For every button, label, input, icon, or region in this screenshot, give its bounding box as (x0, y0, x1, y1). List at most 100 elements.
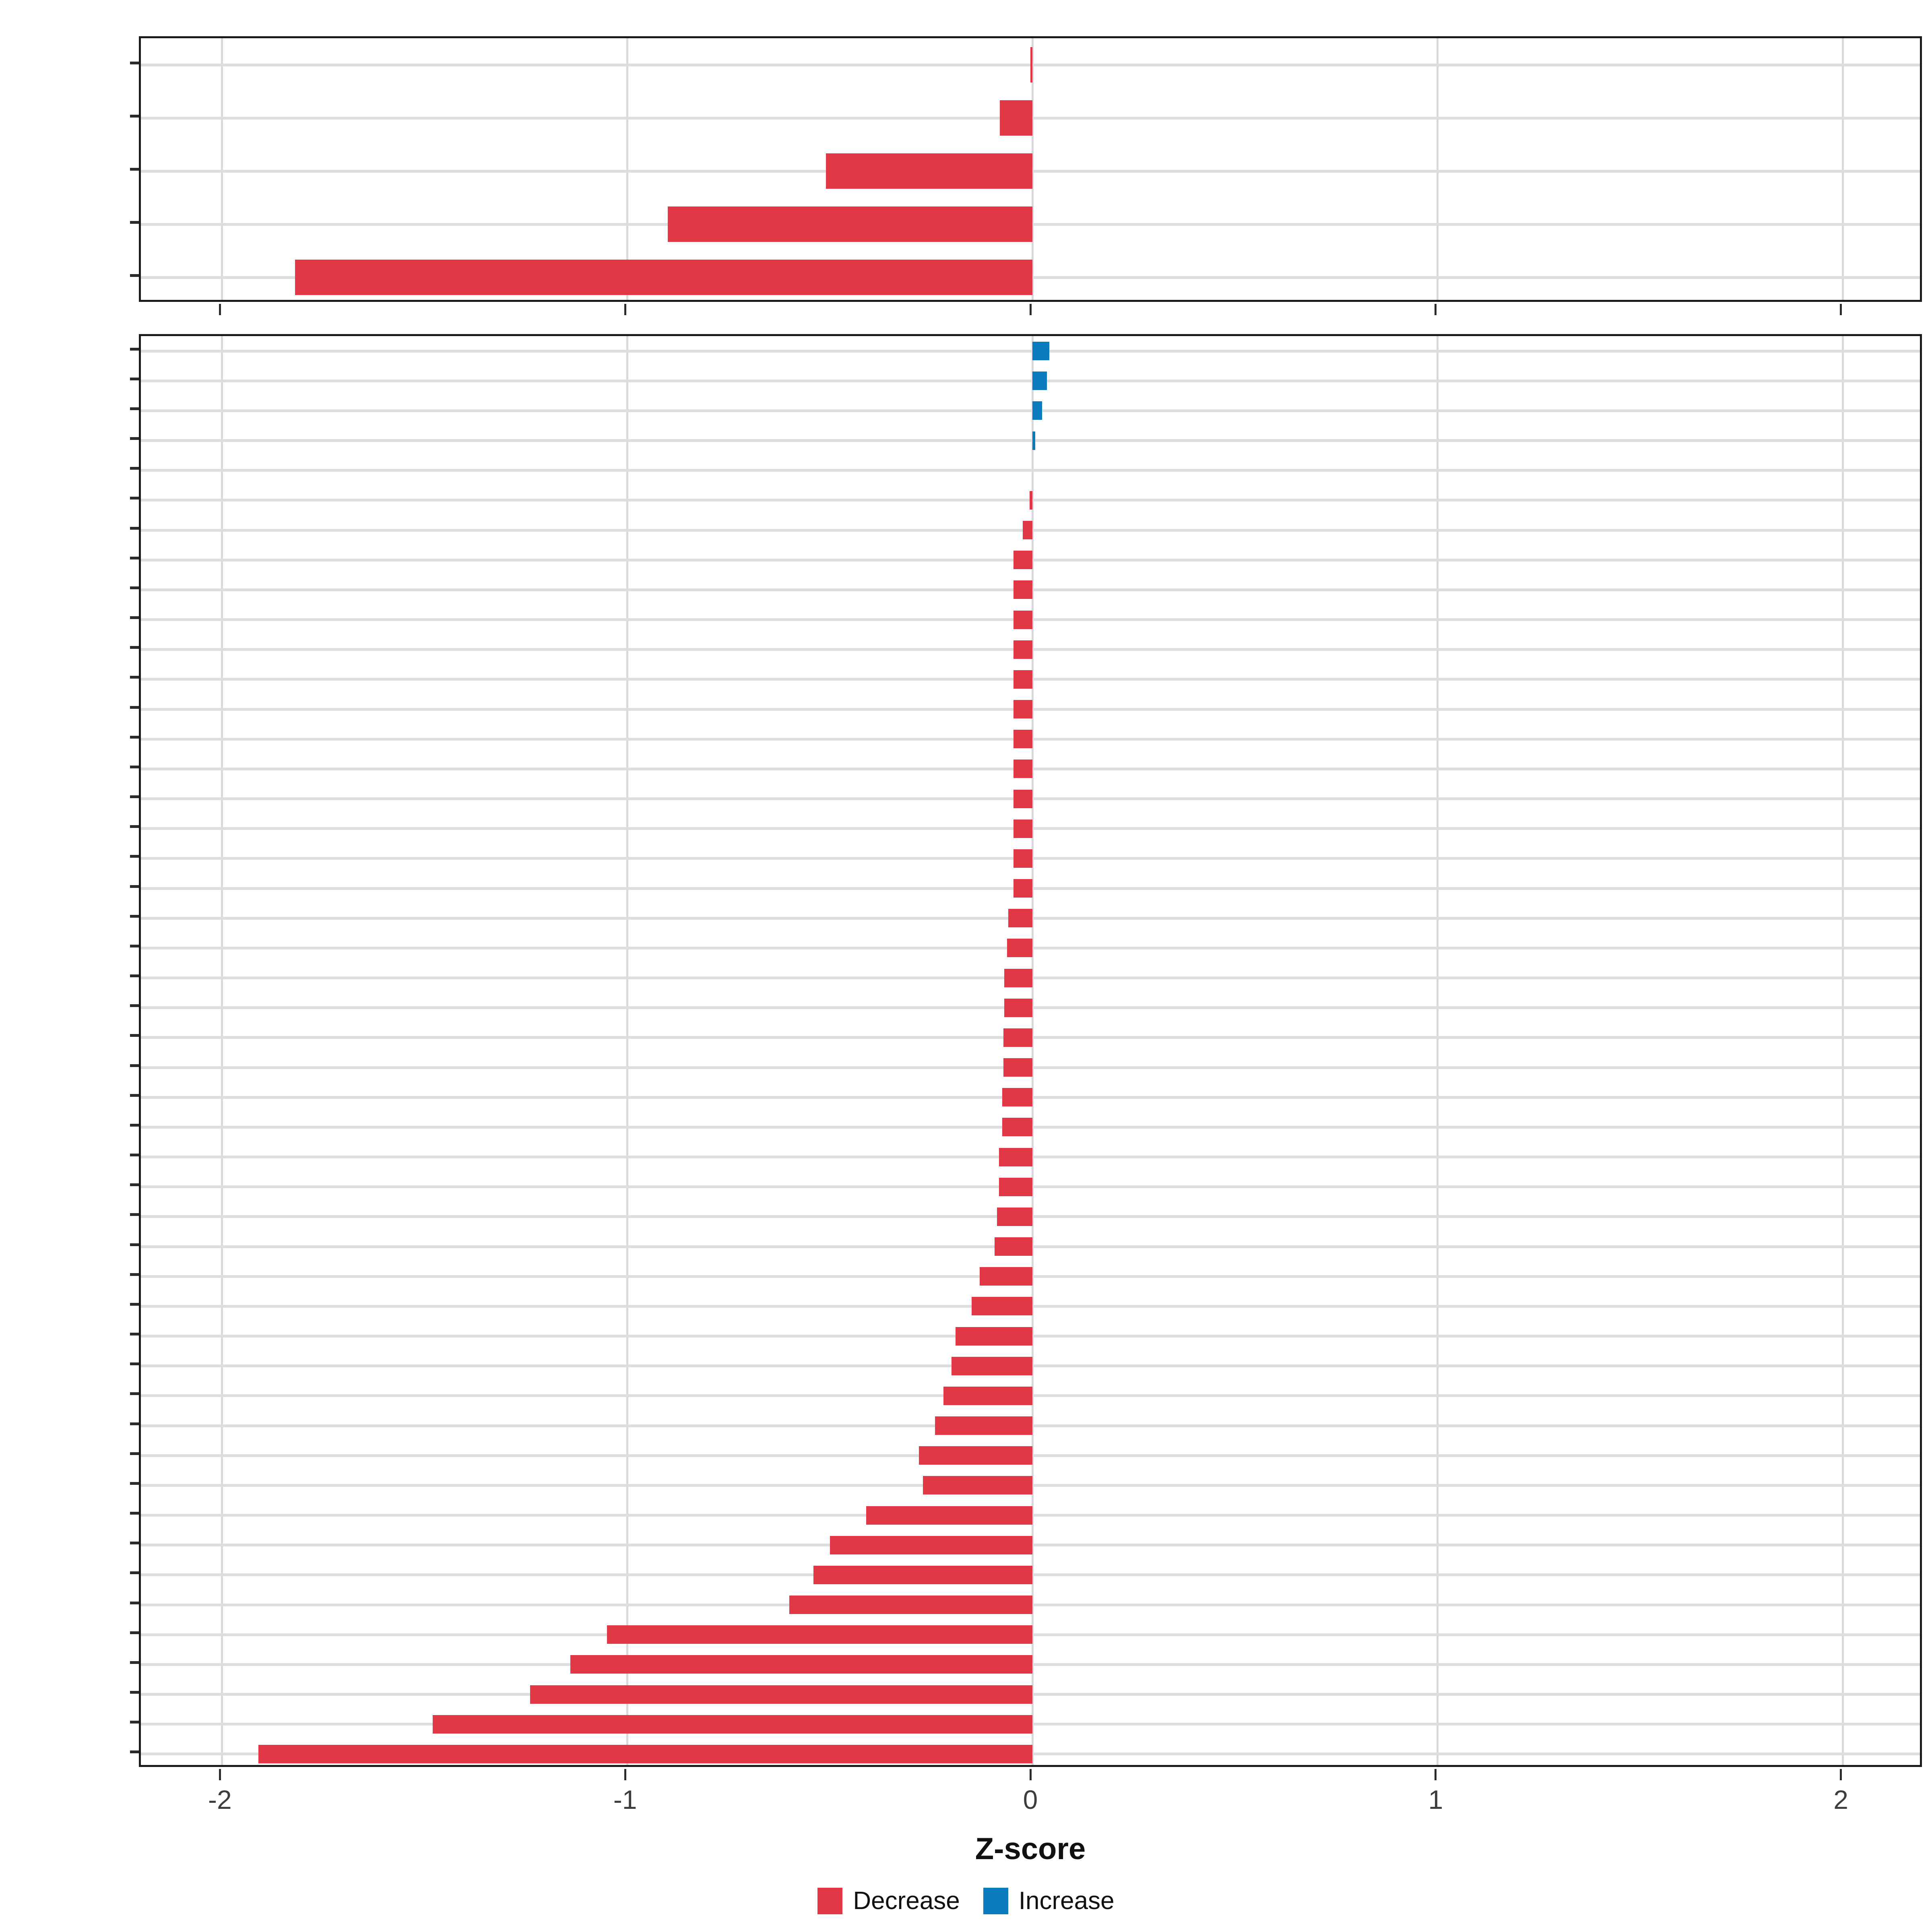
y-axis-tick (130, 497, 139, 500)
bar-GT4 (607, 1625, 1032, 1644)
y-axis-tick (130, 795, 139, 799)
y-axis-tick (130, 114, 139, 118)
bar-CE10 (1013, 879, 1032, 898)
gridline-horizontal (141, 349, 1920, 353)
bar-PL12 (1008, 909, 1032, 928)
y-axis-tick (130, 1094, 139, 1097)
bar-GT10 (866, 1506, 1032, 1525)
y-axis-tick (130, 1243, 139, 1246)
y-axis-tick (130, 974, 139, 978)
bar-GH95 (935, 1416, 1032, 1435)
bar-GH30 (999, 1148, 1032, 1166)
bar-GH18 (1013, 730, 1032, 749)
y-axis-tick (130, 467, 139, 470)
y-axis-tick (130, 1333, 139, 1336)
y-axis-tick (130, 1273, 139, 1276)
bar-GT9 (1013, 580, 1032, 599)
bar-GH31 (1032, 342, 1050, 361)
bar-CE1 (1003, 1058, 1032, 1077)
y-axis-tick (130, 1422, 139, 1425)
y-axis-tick (130, 825, 139, 828)
y-axis-tick (130, 1123, 139, 1127)
x-axis-tick (624, 1769, 626, 1780)
y-axis-tick (130, 885, 139, 888)
bar-GT36 (1013, 610, 1032, 629)
y-axis-tick (130, 1571, 139, 1575)
x-axis-tick (1840, 1769, 1842, 1780)
bar-GH65 (951, 1356, 1032, 1375)
y-axis-tick (130, 1064, 139, 1067)
y-axis-tick (130, 735, 139, 739)
legend: Decrease Increase (0, 1888, 1932, 1914)
bar-GT11 (995, 1237, 1032, 1256)
y-axis-tick (130, 706, 139, 709)
bar-GT26 (980, 1267, 1032, 1286)
bar-GH130 (1013, 760, 1032, 778)
bar-GH38 (997, 1207, 1032, 1226)
bar-GH (667, 206, 1032, 242)
bar-GH105 (1013, 849, 1032, 868)
y-axis-tick (130, 1482, 139, 1485)
y-axis-tick (130, 1631, 139, 1634)
y-axis-tick (130, 1542, 139, 1545)
bar-GH97 (1032, 431, 1036, 450)
y-axis-tick (130, 1004, 139, 1007)
bar-GH3 (813, 1565, 1032, 1584)
y-axis-tick (130, 167, 139, 171)
gridline-vertical (221, 38, 223, 300)
gridline-horizontal (141, 439, 1920, 442)
y-axis-tick (130, 1691, 139, 1694)
y-axis-tick (130, 855, 139, 858)
bar-GH88 (1013, 700, 1032, 719)
y-axis-tick (130, 1392, 139, 1395)
legend-swatch-increase (983, 1888, 1008, 1914)
bar-GH9 (919, 1446, 1032, 1465)
bar-GH116 (1013, 819, 1032, 838)
bar-GH77 (1002, 1088, 1032, 1107)
gridline-vertical (626, 336, 628, 1765)
gridline-vertical (1031, 336, 1034, 1765)
y-axis-tick (130, 1661, 139, 1664)
y-axis-tick (130, 646, 139, 649)
gridline-horizontal (141, 379, 1920, 382)
y-axis-tick (130, 1213, 139, 1216)
y-axis-tick (130, 1601, 139, 1604)
y-axis-tick (130, 556, 139, 559)
y-axis-tick (130, 61, 139, 64)
x-tick-label-0: 0 (1023, 1785, 1038, 1814)
bar-GT1 (1013, 670, 1032, 689)
legend-item-increase[interactable]: Increase (983, 1888, 1115, 1914)
bar-GT35 (943, 1386, 1032, 1405)
bar-GH19 (971, 1297, 1032, 1316)
y-axis-tick (130, 1721, 139, 1724)
bar-GT5 (999, 1177, 1032, 1196)
y-axis-tick (130, 1362, 139, 1366)
y-axis-tick (130, 347, 139, 351)
y-axis-tick (130, 1183, 139, 1187)
gridline-vertical (221, 336, 223, 1765)
y-axis-tick (130, 1154, 139, 1157)
y-axis-tick (130, 586, 139, 589)
bar-GH13 (1032, 401, 1042, 420)
y-axis-tick (130, 1512, 139, 1515)
bar-PL (826, 153, 1032, 189)
bar-GH51 (1032, 372, 1047, 390)
bottom-panel-plot-area (139, 334, 1922, 1767)
legend-item-decrease[interactable]: Decrease (817, 1888, 960, 1914)
legend-label: Increase (1018, 1887, 1115, 1915)
x-axis-tick (1029, 304, 1032, 315)
y-axis-tick (130, 1452, 139, 1455)
x-axis-tick (1840, 304, 1842, 315)
gridline-vertical (1031, 38, 1034, 300)
bar-PL11 (1013, 551, 1032, 570)
bar-GT20 (1013, 640, 1032, 659)
gridline-horizontal (141, 409, 1920, 412)
x-axis-tick (219, 304, 221, 315)
bar-GH33 (258, 1744, 1032, 1763)
bar-GH5 (923, 1476, 1032, 1495)
bar-CE (1000, 100, 1032, 136)
y-axis-tick (130, 1034, 139, 1037)
bar-PL8 (830, 1536, 1032, 1554)
y-axis-tick (130, 944, 139, 947)
